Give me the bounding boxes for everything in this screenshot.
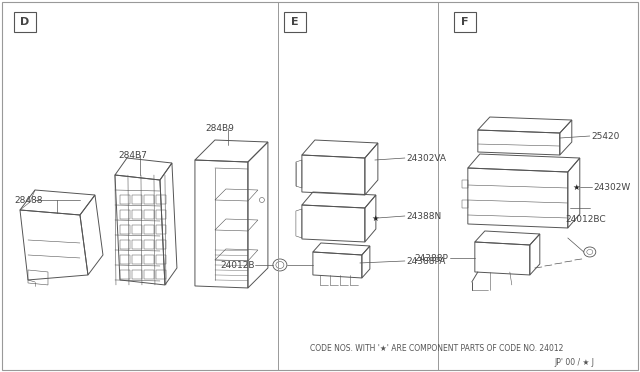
Text: 24012BC: 24012BC (566, 215, 607, 224)
Text: 28488: 28488 (14, 196, 42, 205)
Text: JP' 00 / ★ J: JP' 00 / ★ J (555, 358, 595, 367)
Text: E: E (291, 17, 299, 27)
Text: 24388PA: 24388PA (407, 257, 446, 266)
Text: D: D (20, 17, 29, 27)
Text: F: F (461, 17, 468, 27)
Text: 25420: 25420 (592, 132, 620, 141)
FancyBboxPatch shape (14, 12, 36, 32)
Text: CODE NOS. WITH '★' ARE COMPONENT PARTS OF CODE NO. 24012: CODE NOS. WITH '★' ARE COMPONENT PARTS O… (310, 344, 563, 353)
Text: 24388P: 24388P (414, 254, 448, 263)
Text: 24302VA: 24302VA (407, 154, 447, 163)
Text: 284B9: 284B9 (205, 124, 234, 133)
Text: ★: ★ (372, 214, 380, 223)
FancyBboxPatch shape (454, 12, 476, 32)
Text: ★: ★ (573, 183, 580, 192)
Text: 24388N: 24388N (407, 212, 442, 221)
FancyBboxPatch shape (284, 12, 306, 32)
Text: 24302W: 24302W (594, 183, 631, 192)
Text: 24012B: 24012B (220, 261, 255, 270)
Text: 284B7: 284B7 (118, 151, 147, 160)
